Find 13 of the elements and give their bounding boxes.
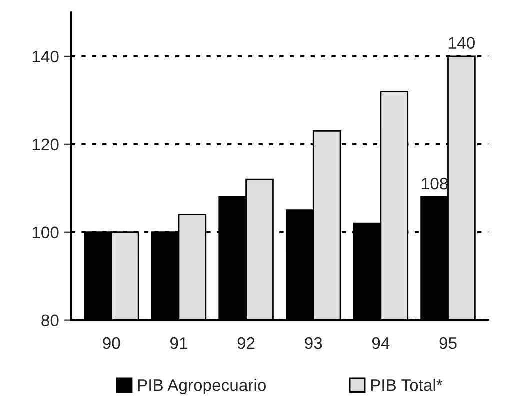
x-tick-label: 91 bbox=[170, 337, 188, 350]
x-tick-label: 92 bbox=[238, 337, 255, 350]
x-tick-label: 95 bbox=[440, 337, 457, 350]
x-tick-label: 94 bbox=[372, 337, 390, 350]
x-tick-label: 93 bbox=[305, 337, 322, 350]
x-tick-label: 90 bbox=[103, 337, 120, 350]
y-tick-label: 80 bbox=[42, 314, 59, 327]
legend-label: PIB Agropecuario bbox=[138, 379, 266, 395]
legend-label: PIB Total* bbox=[371, 379, 443, 392]
y-tick-label: 100 bbox=[32, 226, 59, 239]
data-label: 140 bbox=[449, 37, 475, 49]
y-tick-label: 120 bbox=[32, 138, 59, 151]
y-tick-label: 140 bbox=[32, 50, 59, 63]
